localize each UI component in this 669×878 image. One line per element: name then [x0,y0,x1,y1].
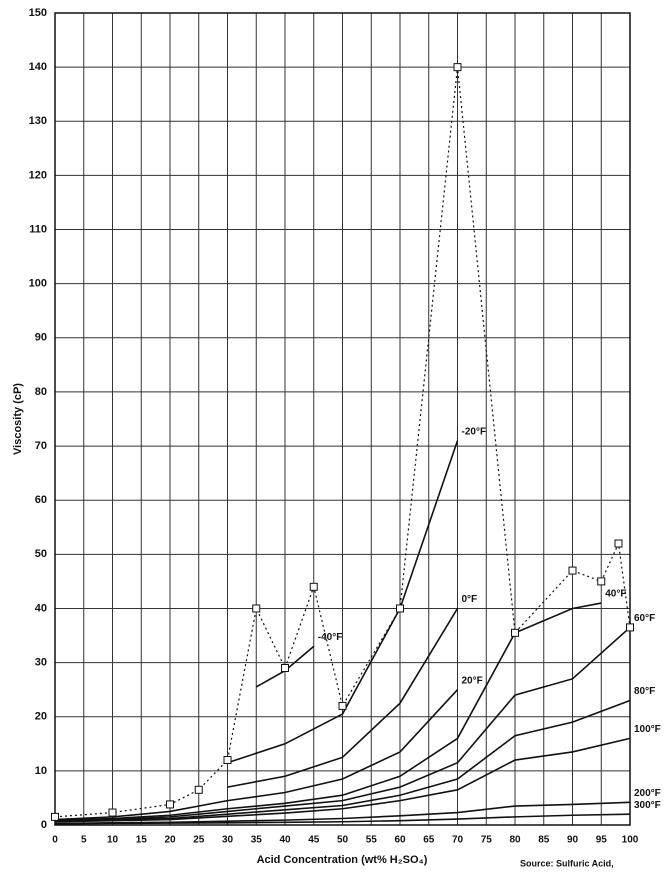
y-tick-label: 70 [35,440,47,452]
x-tick-label: 65 [423,835,435,846]
freezing-marker [626,623,634,632]
series-line [227,440,459,764]
series-line [54,737,631,823]
freezing-marker [252,604,261,613]
y-tick-label: 50 [35,548,47,560]
x-tick-label: 95 [596,835,608,846]
freezing-marker [614,539,623,548]
x-tick-label: 90 [567,835,579,846]
x-tick-label: 30 [222,835,234,846]
y-tick-label: 120 [29,169,47,181]
x-axis-title: Acid Concentration (wt% H₂SO₄) [257,854,428,866]
x-tick-label: 35 [251,835,263,846]
series-line [54,626,631,822]
x-tick-label: 75 [481,835,493,846]
y-tick-label: 150 [29,7,47,19]
x-tick-label: 70 [452,835,464,846]
freezing-marker [453,63,462,72]
freezing-line [54,67,631,818]
freezing-marker [338,701,347,710]
freezing-marker [309,582,318,591]
freezing-marker [281,664,289,673]
y-tick-label: 130 [29,115,47,127]
y-tick-label: 10 [35,765,47,777]
y-tick-label: 80 [35,386,47,398]
series-label: -40°F [318,632,343,643]
series-line [227,608,459,788]
series-label: 20°F [462,675,483,686]
series-label: 40°F [605,589,626,600]
y-tick-label: 140 [29,61,47,73]
x-tick-label: 60 [394,835,406,846]
freezing-marker [568,566,577,575]
y-axis-title: Viscosity (cP) [12,383,24,455]
x-tick-label: 5 [81,835,87,846]
source-note: Source: Sulfuric Acid, [520,858,614,868]
y-tick-label: 90 [35,332,47,344]
x-tick-label: 55 [366,835,378,846]
freezing-marker [396,604,404,613]
plot-frame [54,12,631,826]
series-line [54,699,631,823]
x-tick-label: 80 [509,835,521,846]
x-tick-label: 15 [136,835,148,846]
x-tick-label: 20 [164,835,176,846]
series-label: 80°F [634,686,655,697]
freezing-marker [51,812,59,821]
x-tick-label: 0 [52,835,58,846]
series-label: 0°F [462,594,478,605]
freezing-marker [166,800,174,809]
series-label: -20°F [462,426,487,437]
x-tick-label: 40 [279,835,291,846]
freezing-marker [511,628,519,637]
x-tick-label: 45 [308,835,320,846]
x-tick-label: 10 [107,835,119,846]
freezing-marker [194,785,203,794]
y-tick-label: 30 [35,657,47,669]
y-tick-label: 100 [29,278,47,290]
freezing-marker [223,756,232,765]
series-label: 100°F [634,724,661,735]
x-tick-label: 50 [337,835,349,846]
series-line [54,689,459,821]
series-label: 60°F [634,613,655,624]
y-tick-label: 20 [35,711,47,723]
y-tick-label: 110 [29,223,47,235]
x-tick-label: 100 [622,835,639,846]
y-tick-label: 40 [35,602,47,614]
y-tick-label: 60 [35,494,47,506]
series-label: 300°F [634,800,661,811]
series-line [54,813,631,825]
freezing-marker [108,808,117,817]
x-tick-label: 85 [538,835,550,846]
y-tick-label: 0 [41,819,47,831]
freezing-marker [597,577,606,586]
x-tick-label: 25 [193,835,205,846]
series-line [54,602,602,821]
series-label: 200°F [634,788,661,799]
